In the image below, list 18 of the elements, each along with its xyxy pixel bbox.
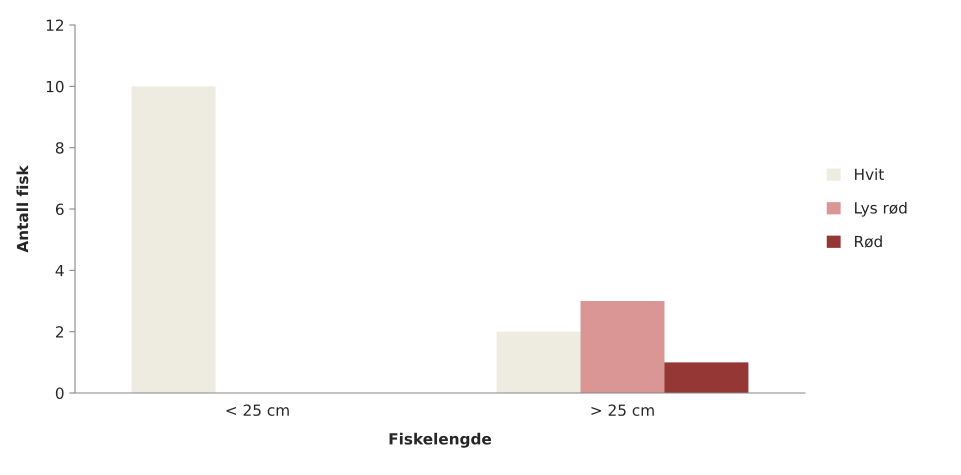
legend-label: Lys rød — [855, 202, 906, 217]
y-tick-label: 6 — [56, 203, 64, 216]
legend-label: Hvit — [855, 168, 884, 180]
bar — [496, 332, 581, 393]
bar — [664, 362, 748, 393]
y-tick-label: 8 — [56, 142, 64, 154]
y-tick-label: 12 — [46, 19, 64, 31]
bar — [132, 86, 216, 393]
y-tick-label: 0 — [56, 387, 64, 400]
y-axis-title: Antall fisk — [16, 165, 28, 253]
y-tick-label: 10 — [46, 80, 64, 92]
x-tick-label: < 25 cm — [226, 404, 289, 416]
x-axis-title: Fiskelengde — [390, 432, 492, 448]
bar — [580, 301, 664, 393]
legend-label: Rød — [855, 235, 882, 248]
y-tick-label: 2 — [56, 326, 64, 338]
x-tick-label: > 25 cm — [592, 404, 654, 416]
y-tick-label: 4 — [56, 265, 64, 276]
